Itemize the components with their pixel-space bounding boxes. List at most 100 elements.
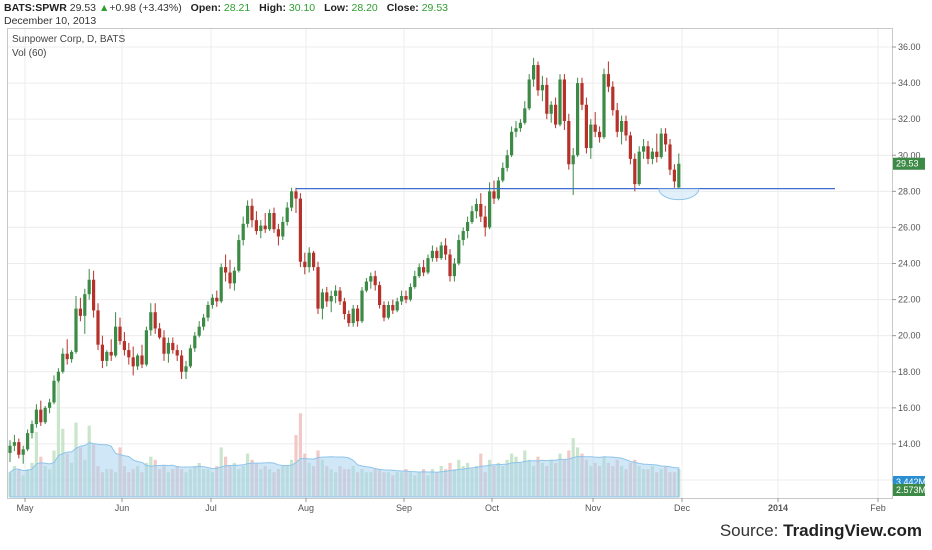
candle <box>611 81 615 116</box>
x-tick-label: Dec <box>674 503 691 513</box>
candle <box>237 234 241 273</box>
candle-body <box>470 211 474 223</box>
candle-body <box>219 267 223 302</box>
volume-indicator-label[interactable]: Vol (60) <box>12 48 47 59</box>
candle-body <box>87 279 91 295</box>
candle <box>466 216 470 239</box>
candle <box>576 77 580 158</box>
candle <box>12 434 16 452</box>
candle-body <box>149 312 153 331</box>
candle <box>620 115 624 145</box>
quote-header: BATS:SPWR 29.53 ▲+0.98 (+3.43%) Open: 28… <box>4 2 448 28</box>
candle <box>378 281 382 309</box>
candle <box>232 267 236 291</box>
candle-body <box>48 402 52 408</box>
candle <box>527 74 531 111</box>
candle <box>338 286 342 306</box>
candle <box>567 113 571 170</box>
candle-body <box>422 267 426 273</box>
candle <box>571 148 575 195</box>
candle <box>391 299 395 315</box>
candle <box>373 270 377 291</box>
candle <box>382 301 386 322</box>
candle <box>659 128 663 159</box>
candle-body <box>197 326 201 336</box>
candle-body <box>426 258 430 273</box>
candle <box>672 164 676 188</box>
candle-body <box>413 276 417 287</box>
candle <box>250 198 254 228</box>
candle-body <box>338 290 342 302</box>
candle-body <box>96 310 100 345</box>
candlesticks <box>8 57 681 464</box>
candle-body <box>461 231 465 241</box>
grid-lines <box>8 29 892 498</box>
candle-body <box>593 124 597 132</box>
candle <box>34 404 38 428</box>
candle-body <box>26 433 30 450</box>
candle-body <box>417 267 421 277</box>
candle <box>254 211 258 235</box>
candle-body <box>364 281 368 291</box>
candle-body <box>611 86 615 111</box>
candle <box>114 312 118 358</box>
candle <box>386 301 390 320</box>
candle <box>153 303 157 334</box>
chart-legend: Sunpower Corp, D, BATS Vol (60) <box>12 33 125 61</box>
candle <box>193 332 197 352</box>
candle-body <box>395 301 399 311</box>
high-label: High: <box>259 2 286 14</box>
y-tick-label: 30.00 <box>898 150 921 160</box>
change-arrow-icon: ▲ <box>98 2 110 14</box>
candle-body <box>373 276 377 286</box>
candle <box>523 101 527 125</box>
source-brand[interactable]: TradingView.com <box>783 521 922 540</box>
candle-body <box>232 270 236 284</box>
candle <box>408 283 412 302</box>
candle <box>8 440 12 462</box>
price-axis[interactable]: 12.0014.0016.0018.0020.0022.0024.0026.00… <box>892 42 921 485</box>
low-value: 28.20 <box>351 2 378 14</box>
candle-body <box>571 155 575 165</box>
candle <box>83 288 87 334</box>
source-credit: Source: TradingView.com <box>720 521 922 541</box>
series-title[interactable]: Sunpower Corp, D, BATS <box>12 34 126 45</box>
x-tick-label: Oct <box>485 503 500 513</box>
candle-body <box>131 357 135 367</box>
candle <box>180 350 184 379</box>
candle-body <box>276 229 280 237</box>
candle-body <box>518 122 522 129</box>
candle-body <box>677 163 681 188</box>
candle <box>92 270 96 318</box>
candle-body <box>263 225 267 230</box>
candle-body <box>210 297 214 306</box>
candle <box>268 209 272 232</box>
quote-line: BATS:SPWR 29.53 ▲+0.98 (+3.43%) Open: 28… <box>4 2 448 15</box>
candle-body <box>589 124 593 149</box>
candle <box>505 149 509 172</box>
ticker-symbol[interactable]: BATS:SPWR <box>4 2 67 14</box>
low-label: Low: <box>324 2 349 14</box>
candle-body <box>391 305 395 311</box>
candle <box>430 245 434 262</box>
candle <box>96 303 100 351</box>
candle <box>56 368 60 383</box>
candle-body <box>580 83 584 105</box>
candle-body <box>43 407 47 423</box>
candle-body <box>479 203 483 217</box>
candle <box>281 216 285 241</box>
x-tick-label: Aug <box>298 503 314 513</box>
candle <box>246 200 250 228</box>
candle <box>316 261 320 315</box>
candle-body <box>228 272 232 284</box>
candle <box>109 339 113 361</box>
candle-body <box>52 380 56 403</box>
candle-body <box>492 191 496 199</box>
candle-body <box>356 308 360 322</box>
candle <box>140 344 144 369</box>
time-axis[interactable]: May Jun Jul Aug Sep Oct Nov Dec 2014 Feb <box>16 498 886 513</box>
candle-body <box>664 133 668 145</box>
candle-body <box>109 351 113 356</box>
candle-body <box>8 445 12 453</box>
